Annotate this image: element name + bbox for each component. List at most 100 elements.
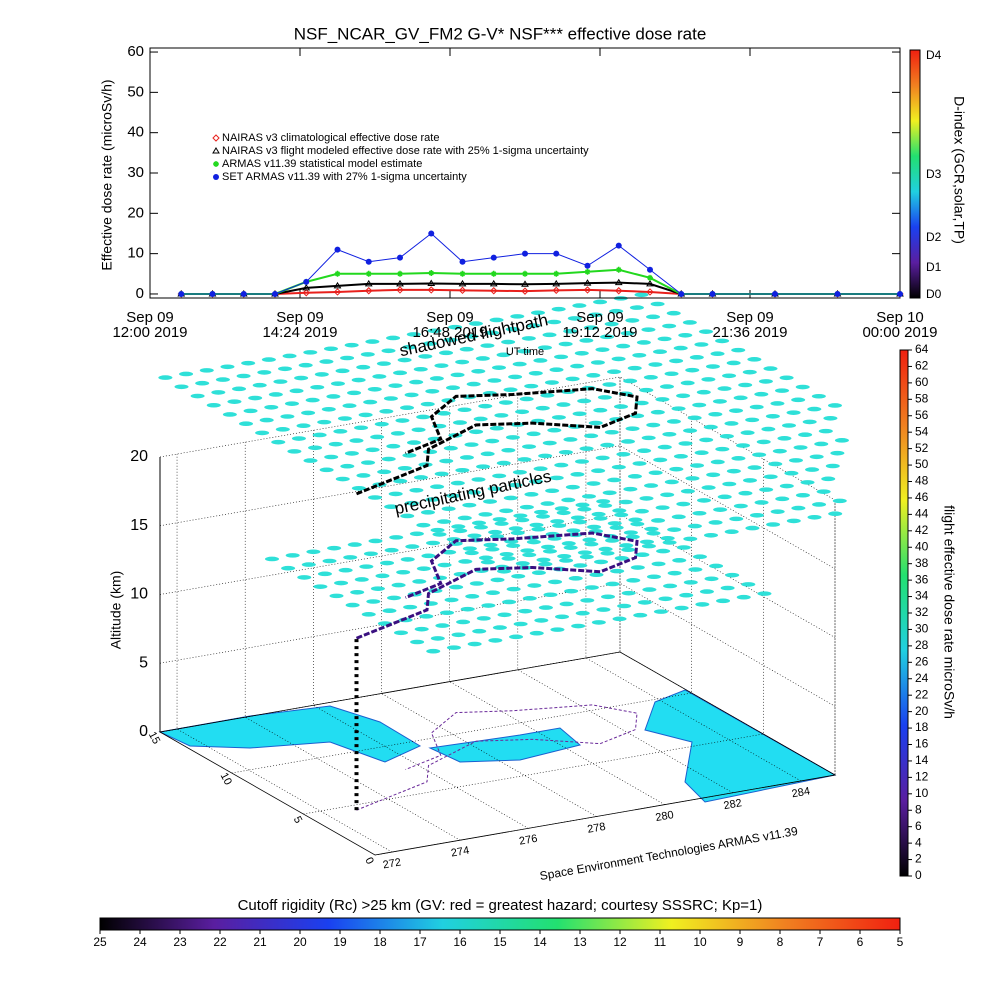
- colorbar-label: 20: [915, 704, 929, 718]
- particle: [579, 554, 594, 560]
- particle: [551, 306, 566, 312]
- particle: [432, 532, 447, 537]
- colorbar-label: 52: [915, 441, 929, 455]
- particle: [414, 626, 429, 632]
- particle: [485, 546, 500, 552]
- particle: [779, 375, 794, 381]
- particle: [280, 414, 295, 419]
- particle: [475, 356, 490, 361]
- marker: [459, 270, 466, 277]
- particle: [658, 596, 673, 602]
- particle: [708, 520, 723, 525]
- particle: [749, 512, 764, 518]
- particle: [190, 393, 205, 399]
- particle: [637, 600, 652, 605]
- marker: [615, 266, 622, 273]
- particle: [818, 428, 833, 434]
- marker: [646, 279, 654, 287]
- particle: [358, 412, 373, 418]
- particle: [726, 468, 741, 474]
- colorbar-label: D2: [926, 230, 942, 244]
- particle: [671, 514, 686, 520]
- particle: [377, 469, 392, 475]
- colorbar-label: 12: [915, 770, 929, 784]
- colorbar-label: 38: [915, 556, 929, 570]
- colorbar-label: 40: [915, 539, 929, 553]
- marker: [552, 286, 560, 295]
- particle: [540, 393, 555, 398]
- y-tick-label: 30: [127, 164, 144, 181]
- particle: [305, 397, 320, 403]
- particle: [588, 420, 603, 426]
- particle: [758, 379, 773, 384]
- particle: [713, 507, 728, 512]
- particle: [340, 463, 355, 469]
- particle: [559, 558, 574, 563]
- particle: [795, 384, 810, 390]
- particle: [811, 393, 826, 399]
- marker: [428, 230, 435, 237]
- particle: [538, 605, 553, 610]
- particle: [725, 572, 740, 578]
- particle: [455, 467, 470, 473]
- particle: [600, 334, 615, 340]
- particle: [709, 563, 724, 569]
- legend-label: SET ARMAS v11.39 with 27% 1-sigma uncert…: [222, 171, 467, 183]
- grid-line: [176, 454, 393, 853]
- particle: [301, 562, 316, 567]
- particle: [570, 472, 585, 477]
- marker: [709, 290, 716, 297]
- particle: [248, 395, 263, 401]
- particle: [630, 565, 645, 570]
- particle: [738, 490, 753, 496]
- particle: [298, 362, 313, 368]
- particle: [504, 539, 519, 544]
- particle: [593, 407, 608, 413]
- particle: [669, 466, 684, 472]
- particle: [381, 456, 396, 462]
- particle: [554, 506, 569, 511]
- particle: [430, 636, 445, 641]
- particle: [513, 513, 528, 519]
- particle: [580, 598, 595, 603]
- particle: [499, 508, 514, 514]
- particle: [749, 404, 764, 410]
- particle: [663, 583, 678, 589]
- particle: [586, 481, 601, 486]
- particle: [687, 523, 702, 529]
- particle: [437, 519, 452, 524]
- particle: [633, 612, 648, 618]
- colorbar-label: 11: [654, 935, 667, 949]
- particle: [676, 501, 691, 507]
- particle: [510, 314, 525, 319]
- particle: [451, 632, 466, 638]
- particle: [680, 380, 695, 386]
- particle: [538, 561, 553, 567]
- particle: [416, 566, 431, 571]
- marker: [397, 254, 403, 261]
- particle: [494, 521, 509, 526]
- particle: [496, 460, 511, 466]
- particle: [499, 551, 514, 557]
- particle: [394, 630, 408, 636]
- particle: [679, 592, 694, 598]
- particle: [508, 526, 523, 531]
- marker: [458, 286, 467, 295]
- particle: [544, 380, 559, 385]
- particle: [512, 470, 527, 475]
- y-tick-label: 10: [127, 245, 144, 262]
- particle: [396, 569, 411, 575]
- particle: [729, 408, 744, 413]
- particle: [510, 530, 525, 536]
- particle: [487, 378, 502, 383]
- particle: [441, 506, 456, 512]
- particle: [579, 338, 594, 343]
- particle: [747, 357, 762, 362]
- particle: [420, 510, 435, 515]
- legend-marker: [212, 134, 220, 142]
- particle: [574, 350, 589, 356]
- y-tick-label: 20: [127, 204, 144, 221]
- particle: [515, 561, 530, 566]
- legend-label: NAIRAS v3 flight modeled effective dose …: [222, 145, 589, 157]
- particle: [786, 518, 801, 524]
